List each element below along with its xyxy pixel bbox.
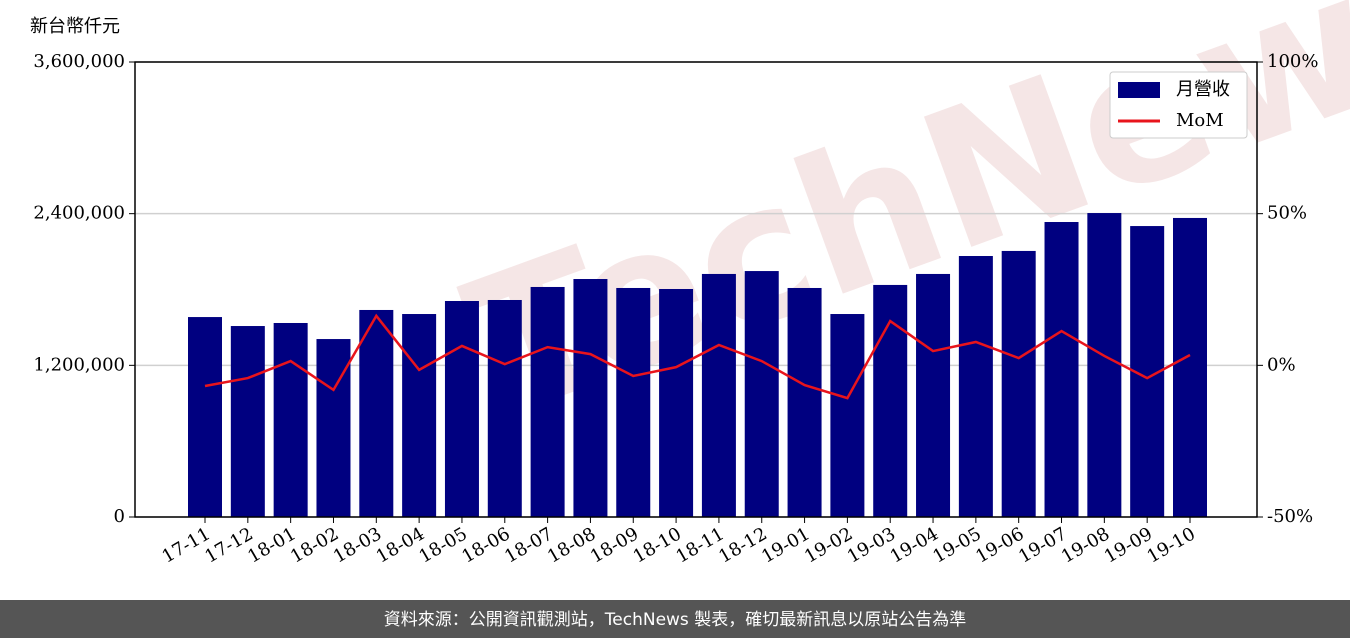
y-tick-label: 3,600,000 (33, 51, 125, 72)
bar (830, 314, 865, 517)
bar (487, 299, 522, 517)
x-tick-label: 19-05 (929, 523, 984, 567)
bar (787, 287, 822, 517)
x-tick-label: 18-02 (287, 523, 342, 567)
bar (273, 322, 308, 517)
x-tick-label: 19-06 (972, 523, 1027, 567)
bar (530, 286, 565, 517)
y-tick-label: 1,200,000 (33, 354, 125, 375)
bar (744, 271, 779, 517)
bar (701, 273, 736, 517)
legend-label: 月營收 (1176, 79, 1230, 100)
y2-tick-label: 50% (1267, 203, 1307, 224)
bar (188, 317, 222, 517)
bar (916, 273, 951, 517)
x-tick-label: 19-03 (844, 523, 899, 567)
footer: 資料來源：公開資訊觀測站，TechNews 製表，確切最新訊息以原站公告為準 (384, 610, 966, 630)
y2-tick-label: 0% (1267, 354, 1296, 375)
plot-area: 0 1,200,000 2,400,000 3,600,000 -50% 0% 50% 100… (33, 51, 1318, 568)
x-tick-label: 17-11 (159, 523, 214, 567)
x-tick-label: 19-08 (1058, 523, 1113, 567)
x-tick-label: 18-04 (373, 523, 428, 567)
bar (958, 256, 993, 517)
y-tick-label: 2,400,000 (33, 203, 125, 224)
x-tick-label: 18-06 (458, 523, 513, 567)
x-tick-label: 19-04 (887, 523, 942, 567)
bar (616, 287, 651, 517)
x-tick-label: 17-12 (201, 523, 256, 567)
x-tick-label: 18-05 (416, 523, 471, 567)
bar (1044, 222, 1079, 517)
bar (230, 326, 265, 517)
y-axis-label: 新台幣仟元 (30, 16, 120, 37)
bar (659, 288, 694, 517)
bar (1173, 217, 1207, 518)
x-tick-label: 19-09 (1101, 523, 1156, 567)
x-tick-label: 19-10 (1144, 523, 1199, 567)
bar (873, 284, 908, 517)
x-tick-label: 18-01 (244, 523, 299, 567)
x-tick-label: 18-07 (501, 523, 556, 567)
bar (316, 339, 351, 517)
x-tick-label: 18-12 (715, 523, 770, 567)
line (204, 313, 1191, 400)
x-tick-label: 19-01 (758, 523, 813, 567)
bar (402, 314, 437, 517)
x-tick-label: 18-08 (544, 523, 599, 567)
x-tick-label: 19-02 (801, 523, 856, 567)
y2-tick-label: 100% (1267, 51, 1318, 72)
y-tick-label: 0 (114, 506, 125, 527)
plot-frame (134, 61, 1258, 518)
legend-swatch (1118, 82, 1160, 98)
legend-label: MoM (1176, 110, 1224, 131)
x-tick-label: 18-11 (672, 523, 727, 567)
x-tick-label: 19-07 (1015, 523, 1070, 567)
bar (1001, 250, 1036, 517)
bar (444, 301, 479, 517)
bar (359, 309, 394, 517)
x-tick-label: 18-09 (587, 523, 642, 567)
x-tick-label: 18-10 (630, 523, 685, 567)
bar (573, 279, 608, 517)
x-tick-label: 18-03 (330, 523, 385, 567)
bar (1087, 213, 1122, 517)
y2-tick-label: -50% (1267, 506, 1313, 527)
footer-band (0, 600, 1350, 638)
